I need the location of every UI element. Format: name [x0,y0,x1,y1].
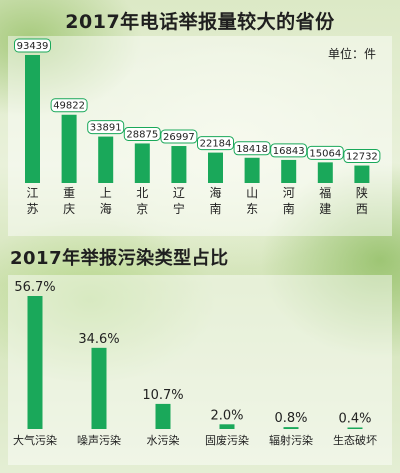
bar-福建 [317,162,333,183]
value-label-辐射污染: 0.8% [274,411,307,426]
value-label-河南: 16843 [273,146,305,157]
category-label-辽宁-1: 宁 [173,201,185,216]
bar-海南 [208,152,223,183]
category-label-固废污染: 固废污染 [205,433,249,447]
category-label-上海-0: 上 [100,186,112,200]
value-box-江苏 [14,38,51,53]
bar-生态破坏 [347,427,363,429]
value-label-大气污染: 56.7% [14,280,55,295]
category-label-上海-1: 海 [100,201,112,216]
value-label-固废污染: 2.0% [210,408,243,423]
value-box-重庆 [50,98,88,113]
bar-水污染 [155,403,171,429]
bar-噪声污染 [91,347,107,429]
category-label-山东-1: 东 [246,202,258,216]
bar-重庆 [61,114,77,183]
bar-陕西 [354,165,370,183]
category-label-河南-1: 南 [283,201,295,216]
chart-title-provinces: 2017年电话举报量较大的省份 [65,11,335,33]
value-label-海南: 22184 [200,139,232,150]
category-label-海南-1: 南 [209,201,221,216]
category-label-江苏-0: 江 [26,186,38,200]
chart-title-pollution-types: 2017年举报污染类型占比 [10,248,229,269]
category-label-北京-0: 北 [136,186,148,200]
category-label-河南-0: 河 [283,186,295,200]
category-label-噪声污染: 噪声污染 [77,433,121,447]
bar-山东 [244,157,260,183]
bar-大气污染 [27,296,43,429]
bar-江苏 [25,55,40,183]
category-label-陕西-1: 西 [356,202,368,216]
value-box-海南 [197,136,234,151]
value-box-山东 [233,141,271,156]
category-label-生态破坏: 生态破坏 [333,433,377,447]
category-label-山东-0: 山 [246,186,258,200]
value-label-福建: 15064 [309,148,341,159]
bar-辐射污染 [283,427,299,429]
value-label-噪声污染: 34.6% [78,332,119,347]
category-label-陕西-0: 陕 [356,185,368,200]
bar-辽宁 [171,146,187,183]
value-box-辽宁 [160,129,198,144]
value-box-陕西 [343,149,381,164]
value-box-北京 [123,126,161,141]
value-label-生态破坏: 0.4% [338,412,371,427]
value-box-河南 [270,143,308,158]
category-label-北京-1: 京 [136,202,148,216]
value-box-福建 [306,145,344,160]
value-label-上海: 33891 [90,123,122,134]
value-box-上海 [87,120,125,135]
value-label-重庆: 49822 [53,101,85,112]
chart-panel-pollution-types [8,275,392,465]
category-label-大气污染: 大气污染 [13,433,57,447]
category-label-江苏-1: 苏 [26,202,38,216]
category-label-重庆-1: 庆 [63,202,75,216]
category-label-辽宁-0: 辽 [173,186,185,200]
value-label-江苏: 93439 [17,41,49,52]
category-label-水污染: 水污染 [147,433,180,447]
value-label-陕西: 12732 [346,152,378,163]
value-label-辽宁: 26997 [163,132,195,143]
bar-北京 [134,143,150,183]
category-label-福建-0: 福 [319,185,331,200]
unit-label: 单位：件 [327,47,376,61]
value-label-山东: 18418 [236,144,268,155]
value-label-北京: 28875 [126,129,158,140]
bar-固废污染 [219,424,235,429]
category-label-辐射污染: 辐射污染 [269,433,313,447]
category-label-海南-0: 海 [209,185,221,200]
category-label-重庆-0: 重 [63,186,75,200]
bar-河南 [281,159,297,183]
value-label-水污染: 10.7% [142,388,183,403]
bar-上海 [98,136,114,183]
category-label-福建-1: 建 [319,202,331,216]
